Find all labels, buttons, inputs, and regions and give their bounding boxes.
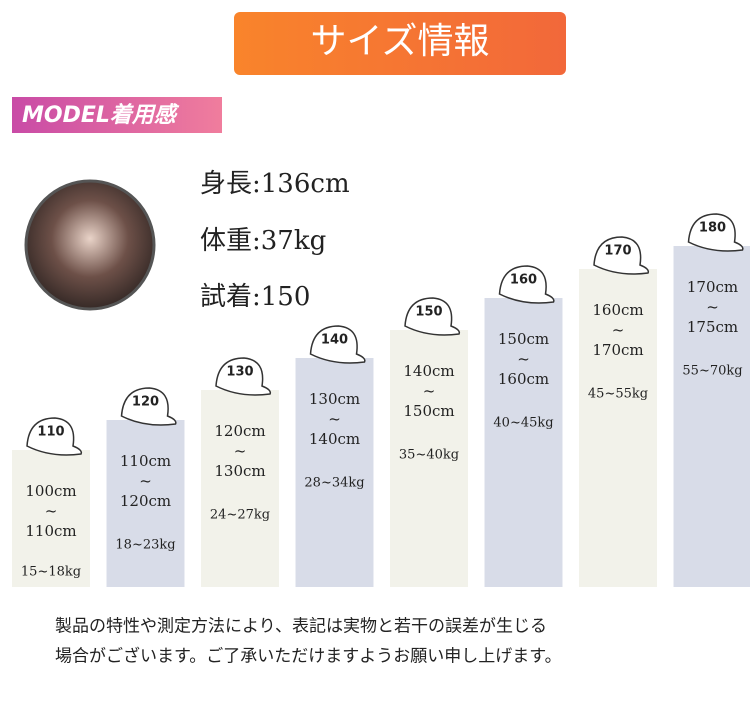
cap-icon — [26, 417, 83, 456]
cap-label: 110 — [37, 425, 64, 440]
cap-icon — [120, 387, 177, 426]
weight: 15~18kg — [21, 565, 81, 580]
height-from: 170cm — [687, 278, 738, 296]
height-to: 170cm — [592, 341, 643, 359]
note: 場合がございます。ご了承いただけますようお願い申し上げます。 — [55, 646, 562, 667]
tilde: ~ — [139, 472, 152, 490]
weight: 35~40kg — [399, 448, 459, 463]
title-box — [234, 12, 566, 75]
height-from: 160cm — [592, 301, 643, 319]
size-card — [295, 358, 374, 587]
tilde: ~ — [423, 382, 436, 400]
cap-icon — [309, 325, 366, 364]
cap-label: 180 — [699, 221, 726, 236]
size-card — [673, 246, 750, 587]
height-from: 100cm — [25, 482, 76, 500]
model-label: MODEL着用感 — [22, 102, 180, 128]
height-to: 110cm — [25, 522, 76, 540]
cap-label: 120 — [132, 395, 159, 410]
size-card — [484, 298, 563, 587]
height-to: 130cm — [214, 462, 265, 480]
tilde: ~ — [706, 298, 719, 316]
height-from: 110cm — [120, 452, 171, 470]
cap-icon — [593, 236, 650, 275]
tilde: ~ — [328, 410, 341, 428]
model-stat: 試着:150 — [200, 282, 310, 312]
cap-label: 150 — [415, 305, 442, 320]
size-card — [201, 390, 279, 587]
height-to: 160cm — [498, 370, 549, 388]
model-stat: 体重:37kg — [200, 226, 326, 256]
model-stat: 身長:136cm — [200, 169, 350, 199]
cap-icon — [687, 213, 744, 252]
note: 製品の特性や測定方法により、表記は実物と若干の誤差が生じる — [55, 617, 547, 637]
cap-label: 130 — [226, 365, 253, 380]
tilde: ~ — [612, 321, 625, 339]
cap-label: 140 — [321, 333, 348, 348]
cap-label: 170 — [604, 244, 631, 259]
size-card — [106, 420, 185, 587]
cap-icon — [498, 265, 555, 304]
size-card — [579, 269, 657, 587]
size-card — [390, 330, 468, 587]
height-from: 130cm — [309, 390, 360, 408]
tilde: ~ — [234, 442, 247, 460]
height-to: 120cm — [120, 492, 171, 510]
weight: 28~34kg — [304, 476, 364, 491]
cap-label: 160 — [510, 273, 537, 288]
weight: 18~23kg — [115, 538, 175, 553]
height-from: 120cm — [214, 422, 265, 440]
height-to: 140cm — [309, 430, 360, 448]
tilde: ~ — [517, 350, 530, 368]
height-from: 150cm — [498, 330, 549, 348]
height-to: 175cm — [687, 318, 738, 336]
weight: 24~27kg — [210, 508, 270, 523]
weight: 40~45kg — [493, 416, 553, 431]
cap-icon — [404, 297, 461, 336]
weight: 55~70kg — [682, 364, 742, 379]
weight: 45~55kg — [588, 387, 648, 402]
cap-icon — [215, 357, 272, 396]
model-avatar — [24, 179, 156, 311]
size-card — [12, 450, 90, 587]
model-box — [12, 97, 222, 133]
title: サイズ情報 — [311, 21, 490, 62]
tilde: ~ — [45, 502, 58, 520]
height-from: 140cm — [403, 362, 454, 380]
height-to: 150cm — [403, 402, 454, 420]
